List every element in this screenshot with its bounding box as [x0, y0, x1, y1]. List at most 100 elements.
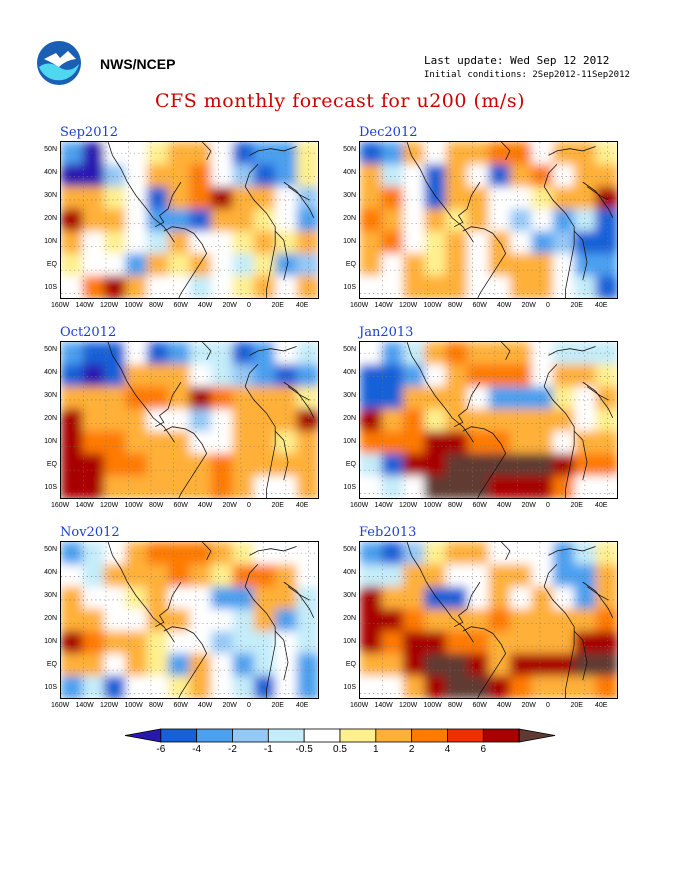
latitude-label: 30N: [44, 192, 57, 199]
longitude-label: 20E: [271, 702, 284, 709]
colorbar-tick-label: -2: [228, 744, 237, 755]
colorbar-swatch: [196, 728, 233, 743]
panel-month-label: Dec2012: [359, 125, 418, 140]
latitude-label: 50N: [343, 346, 356, 353]
latitude-label: EQ: [46, 661, 57, 668]
longitude-label: 20W: [222, 502, 237, 509]
colorbar-tick-label: 0.5: [333, 744, 347, 755]
longitude-label: 100W: [124, 702, 143, 709]
longitude-label: 140W: [75, 702, 94, 709]
latitude-label: 30N: [343, 192, 356, 199]
coastline: [462, 626, 507, 698]
longitude-label: 0: [546, 702, 550, 709]
longitude-label: 140W: [374, 502, 393, 509]
coastline: [501, 342, 511, 361]
latitude-label: 50N: [343, 146, 356, 153]
latitude-label: 10S: [44, 684, 57, 691]
panel-month-label: Oct2012: [60, 325, 117, 340]
coastline: [462, 426, 507, 498]
latitude-label: 10N: [44, 238, 57, 245]
coastline: [107, 342, 175, 443]
latitude-label: 10N: [343, 238, 356, 245]
latitude-label: 10N: [343, 638, 356, 645]
latitude-label: 40N: [44, 569, 57, 576]
latitude-label: 30N: [343, 592, 356, 599]
longitude-label: 40W: [198, 502, 213, 509]
colorbar-swatch: [411, 728, 448, 743]
latitude-label: 20N: [343, 615, 356, 622]
longitude-label: 120W: [100, 702, 119, 709]
colorbar-tick-label: 2: [408, 744, 415, 755]
colorbar-swatches: [124, 728, 556, 743]
colorbar-tick-label: 4: [444, 744, 451, 755]
coastline: [454, 381, 481, 428]
latitude-label: 20N: [44, 215, 57, 222]
coastline: [582, 181, 614, 218]
map-gridlines: [360, 142, 617, 298]
coastline: [543, 164, 575, 298]
longitude-label: 80W: [448, 502, 463, 509]
latitude-label: 10S: [343, 684, 356, 691]
coastline: [202, 342, 212, 361]
latitude-label: 10S: [44, 484, 57, 491]
coastline: [155, 381, 182, 428]
colorbar-tick-label: 6: [480, 744, 487, 755]
longitude-label: 160W: [51, 302, 70, 309]
forecast-map-sep2012: [60, 141, 319, 299]
colorbar-tick-label: -6: [156, 744, 166, 755]
noaa-logo: [37, 41, 81, 85]
longitude-label: 80W: [448, 702, 463, 709]
forecast-map-feb2013: [359, 541, 618, 699]
colorbar-tick-label: 1: [373, 744, 379, 755]
coastline: [454, 181, 481, 228]
latitude-label: 40N: [343, 369, 356, 376]
coastline: [454, 581, 481, 628]
coastline: [155, 181, 182, 228]
longitude-label: 20E: [570, 502, 583, 509]
latitude-label: 40N: [44, 169, 57, 176]
longitude-label: 40E: [296, 502, 309, 509]
coastline: [586, 186, 609, 201]
latitude-label: 40N: [343, 169, 356, 176]
longitude-label: 140W: [75, 502, 94, 509]
coastline: [582, 381, 614, 418]
latitude-label: 20N: [343, 415, 356, 422]
longitude-label: 40W: [198, 302, 213, 309]
wind-anomaly-field: [360, 342, 617, 498]
latitude-label: 10S: [343, 484, 356, 491]
longitude-label: 100W: [124, 302, 143, 309]
latitude-label: 20N: [44, 415, 57, 422]
longitude-label: 60W: [173, 502, 188, 509]
coastline: [244, 564, 276, 698]
longitude-label: 60W: [472, 302, 487, 309]
colorbar-swatch: [518, 728, 556, 743]
coastline: [543, 564, 575, 698]
colorbar-swatch: [267, 728, 305, 743]
coastline: [586, 586, 609, 601]
last-update-text: Last update: Wed Sep 12 2012: [424, 54, 610, 67]
longitude-label: 60W: [173, 302, 188, 309]
latitude-label: 10N: [44, 638, 57, 645]
latitude-label: 10S: [343, 284, 356, 291]
coastline: [283, 381, 315, 418]
longitude-label: 20W: [222, 702, 237, 709]
coastline: [244, 164, 276, 298]
colorbar-swatch: [447, 728, 484, 743]
longitude-label: 40E: [595, 502, 608, 509]
longitude-label: 80W: [149, 302, 164, 309]
wind-anomaly-field: [61, 542, 318, 698]
coastline: [406, 342, 474, 443]
coastline: [573, 230, 588, 281]
coastline: [163, 226, 208, 298]
longitude-label: 160W: [350, 502, 369, 509]
latitude-label: EQ: [345, 661, 356, 668]
coastline: [548, 346, 596, 356]
latitude-label: EQ: [345, 461, 356, 468]
longitude-label: 60W: [173, 702, 188, 709]
longitude-label: 40E: [595, 302, 608, 309]
longitude-label: 40E: [595, 702, 608, 709]
longitude-label: 20E: [271, 302, 284, 309]
coastline: [287, 386, 310, 401]
longitude-label: 40W: [497, 302, 512, 309]
longitude-label: 40E: [296, 302, 309, 309]
